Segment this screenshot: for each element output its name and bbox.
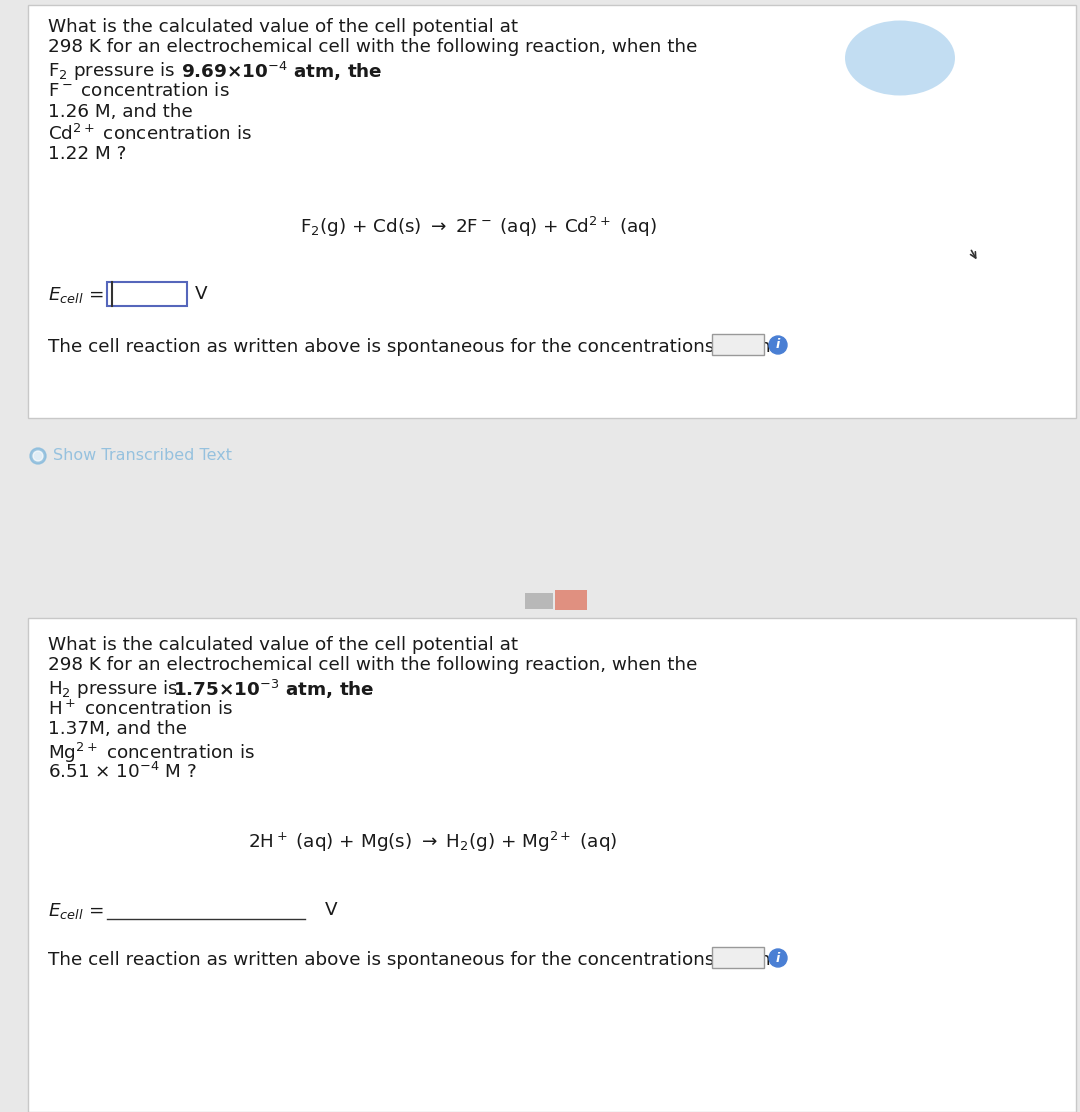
- Text: Cd$^{2+}$ concentration is: Cd$^{2+}$ concentration is: [48, 125, 252, 145]
- Text: Mg$^{2+}$ concentration is: Mg$^{2+}$ concentration is: [48, 741, 255, 765]
- FancyBboxPatch shape: [555, 590, 588, 610]
- FancyBboxPatch shape: [28, 4, 1076, 418]
- Text: What is the calculated value of the cell potential at: What is the calculated value of the cell…: [48, 18, 518, 36]
- Text: 1.26 M, and the: 1.26 M, and the: [48, 103, 192, 121]
- Text: $\it{E}$$_\mathit{cell}$ =: $\it{E}$$_\mathit{cell}$ =: [48, 901, 104, 921]
- Text: 2H$^+$ (aq) + Mg(s) $\rightarrow$ H$_2$(g) + Mg$^{2+}$ (aq): 2H$^+$ (aq) + Mg(s) $\rightarrow$ H$_2$(…: [248, 830, 618, 854]
- Text: F$_2$(g) + Cd(s) $\rightarrow$ 2F$^-$ (aq) + Cd$^{2+}$ (aq): F$_2$(g) + Cd(s) $\rightarrow$ 2F$^-$ (a…: [300, 215, 657, 239]
- Text: i: i: [775, 338, 780, 351]
- FancyBboxPatch shape: [712, 334, 764, 355]
- Text: i: i: [775, 952, 780, 964]
- Text: 298 K for an electrochemical cell with the following reaction, when the: 298 K for an electrochemical cell with t…: [48, 656, 698, 674]
- Circle shape: [769, 336, 787, 354]
- Text: The cell reaction as written above is spontaneous for the concentrations given:: The cell reaction as written above is sp…: [48, 338, 777, 356]
- Circle shape: [30, 448, 46, 464]
- Text: $\it{E}$$_\mathit{cell}$ =: $\it{E}$$_\mathit{cell}$ =: [48, 285, 104, 305]
- Text: 298 K for an electrochemical cell with the following reaction, when the: 298 K for an electrochemical cell with t…: [48, 38, 698, 56]
- Text: 1.75×10$^{-3}$ atm, the: 1.75×10$^{-3}$ atm, the: [173, 678, 375, 701]
- FancyBboxPatch shape: [28, 618, 1076, 1112]
- Text: F$_2$ pressure is: F$_2$ pressure is: [48, 60, 176, 82]
- Text: V: V: [195, 285, 207, 302]
- FancyBboxPatch shape: [525, 593, 553, 609]
- Ellipse shape: [845, 20, 955, 96]
- Text: Show Transcribed Text: Show Transcribed Text: [53, 448, 232, 463]
- Text: H$^+$ concentration is: H$^+$ concentration is: [48, 699, 233, 718]
- Text: F$^-$ concentration is: F$^-$ concentration is: [48, 82, 230, 100]
- Text: H$_2$ pressure is: H$_2$ pressure is: [48, 678, 179, 699]
- Text: 9.69×10$^{-4}$ atm, the: 9.69×10$^{-4}$ atm, the: [181, 60, 382, 83]
- Text: V: V: [325, 901, 338, 919]
- Text: 1.37M, and the: 1.37M, and the: [48, 719, 187, 738]
- Circle shape: [769, 949, 787, 967]
- Text: 6.51 $\times$ 10$^{-4}$ M ?: 6.51 $\times$ 10$^{-4}$ M ?: [48, 762, 197, 782]
- Text: What is the calculated value of the cell potential at: What is the calculated value of the cell…: [48, 636, 518, 654]
- Circle shape: [33, 451, 43, 461]
- Text: The cell reaction as written above is spontaneous for the concentrations given:: The cell reaction as written above is sp…: [48, 951, 777, 969]
- FancyBboxPatch shape: [107, 282, 187, 306]
- Text: 1.22 M ?: 1.22 M ?: [48, 145, 126, 163]
- FancyBboxPatch shape: [712, 947, 764, 969]
